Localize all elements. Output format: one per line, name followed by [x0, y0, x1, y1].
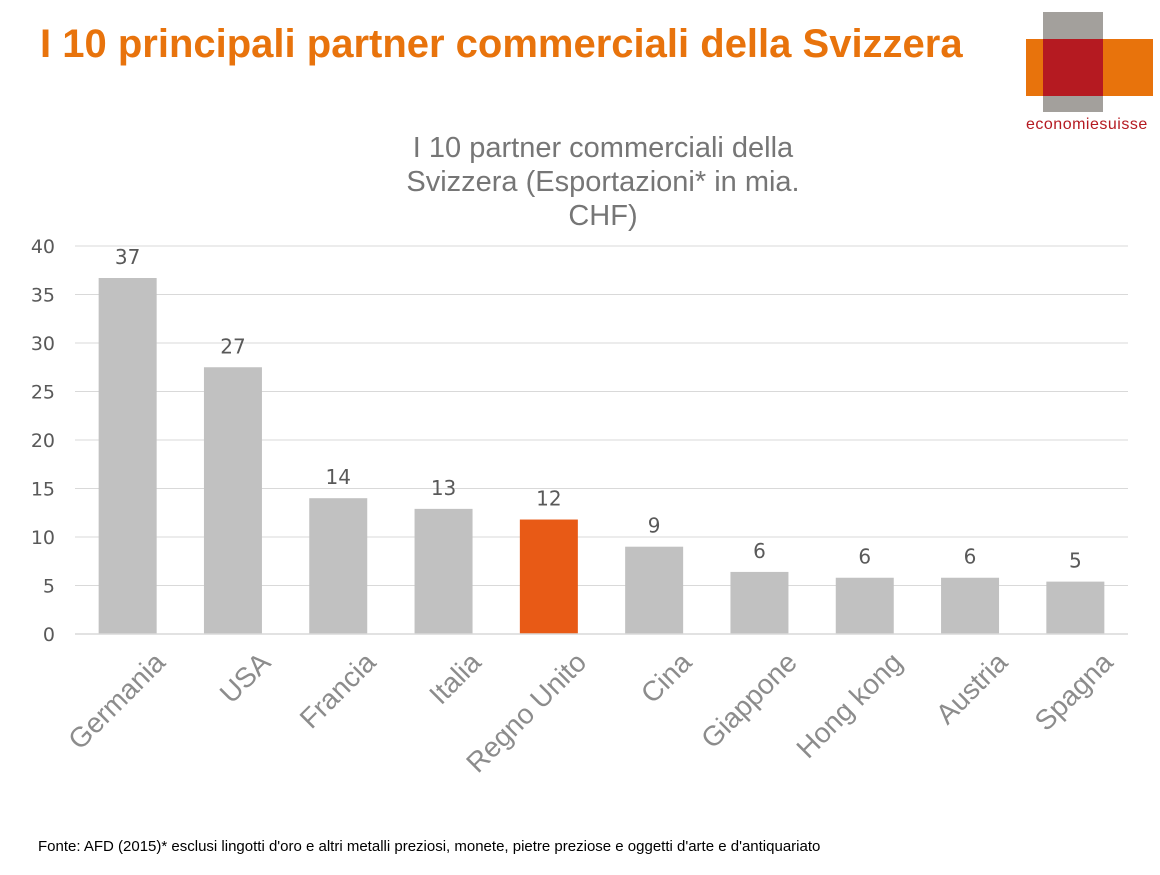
- chart-title-line: CHF): [568, 200, 637, 232]
- data-label: 6: [858, 545, 871, 569]
- data-label: 5: [1069, 549, 1082, 573]
- data-label: 6: [964, 545, 977, 569]
- y-tick-label: 20: [31, 430, 55, 452]
- y-tick-label: 30: [31, 333, 55, 355]
- data-label: 37: [115, 245, 140, 269]
- y-tick-label: 25: [31, 382, 55, 404]
- y-tick-label: 15: [31, 479, 55, 501]
- chart-title-line: Svizzera (Esportazioni* in mia.: [406, 166, 799, 198]
- bar: [98, 278, 157, 634]
- logo-wordmark: economiesuisse: [1026, 116, 1148, 133]
- y-tick-label: 40: [31, 236, 55, 258]
- logo-orange-block-left: [1026, 39, 1043, 96]
- data-label: 27: [220, 334, 245, 358]
- logo-red-block: [1043, 39, 1103, 82]
- bar: [414, 508, 473, 634]
- bar: [730, 571, 789, 634]
- y-tick-label: 0: [43, 624, 55, 646]
- bar: [203, 367, 262, 634]
- chart-title-line: I 10 partner commerciali della: [413, 132, 794, 164]
- bar: [941, 577, 1000, 634]
- data-label: 6: [753, 539, 766, 563]
- y-tick-label: 5: [43, 576, 55, 598]
- bar: [309, 498, 368, 634]
- logo-orange-block-right: [1103, 39, 1153, 96]
- x-category-label: Francia: [294, 646, 382, 734]
- y-tick-label: 35: [31, 285, 55, 307]
- bar: [1046, 581, 1105, 634]
- bar: [835, 577, 894, 634]
- x-category-label: Spagna: [1029, 646, 1119, 736]
- bar: [519, 519, 578, 634]
- logo-gray-block-top: [1043, 12, 1103, 39]
- economiesuisse-logo: economiesuisse: [1026, 12, 1156, 142]
- data-label: 14: [326, 465, 351, 489]
- data-label: 13: [431, 476, 456, 500]
- x-category-label: Austria: [930, 646, 1014, 730]
- logo-red-block-lower: [1043, 82, 1103, 96]
- x-category-label: Giappone: [695, 646, 803, 754]
- y-tick-label: 10: [31, 527, 55, 549]
- x-category-label: Hong kong: [790, 646, 908, 764]
- slide-title: I 10 principali partner commerciali dell…: [40, 22, 963, 66]
- bar: [625, 546, 684, 634]
- x-category-label: USA: [214, 646, 277, 709]
- data-label: 9: [648, 514, 661, 538]
- x-category-label: Italia: [423, 646, 487, 710]
- x-category-label: Cina: [635, 646, 698, 709]
- x-category-label: Germania: [62, 646, 171, 755]
- source-note: Fonte: AFD (2015)* esclusi lingotti d'or…: [38, 838, 821, 855]
- data-label: 12: [536, 487, 561, 511]
- logo-gray-block-bottom: [1043, 96, 1103, 112]
